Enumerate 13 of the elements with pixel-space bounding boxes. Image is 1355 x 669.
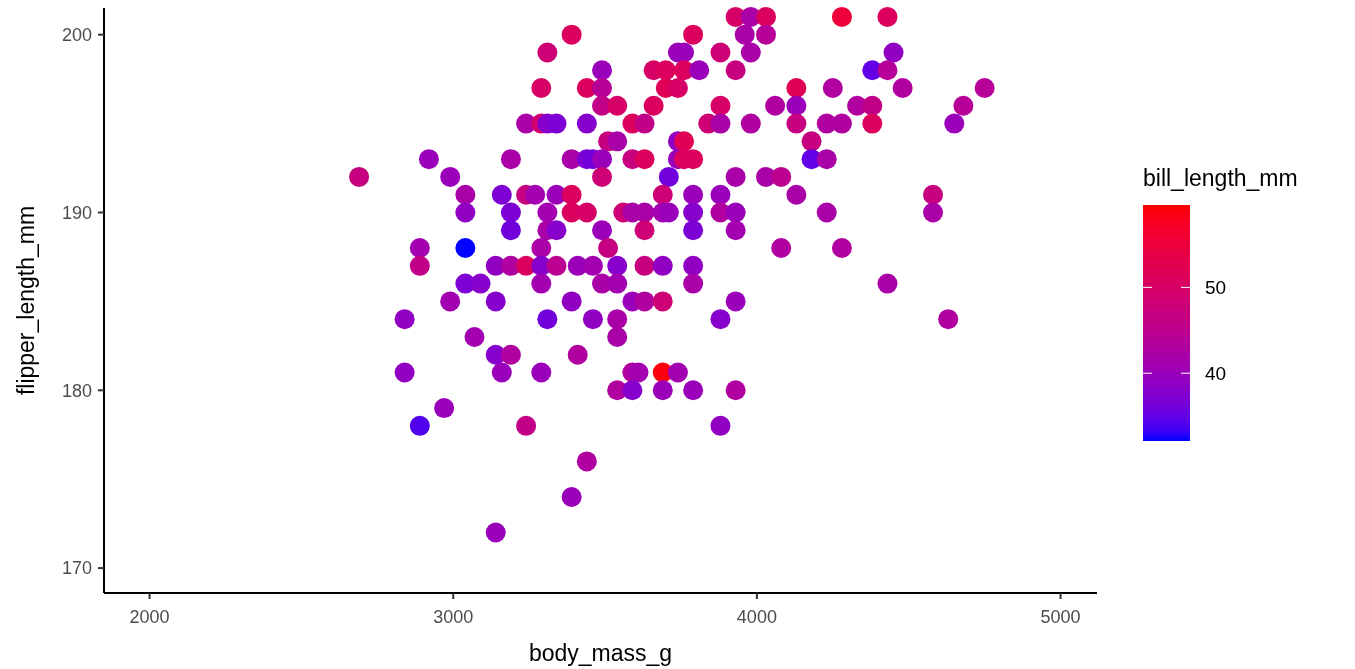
y-axis-title: flipper_length_mm	[13, 205, 39, 396]
x-tick-label: 5000	[1040, 607, 1081, 627]
y-tick-label: 180	[61, 380, 92, 401]
y-tick-label: 200	[61, 24, 92, 45]
x-tick-label: 3000	[433, 607, 474, 627]
y-tick-label: 170	[61, 558, 92, 579]
x-axis-title: body_mass_g	[528, 640, 673, 666]
y-tick-label: 190	[61, 202, 92, 223]
color-bar-label: 40	[1205, 362, 1227, 384]
color-bar-label: 50	[1205, 277, 1227, 299]
x-tick-label: 2000	[129, 607, 170, 627]
x-tick-label: 4000	[736, 607, 777, 627]
color-bar-title: bill_length_mm	[1143, 165, 1298, 191]
